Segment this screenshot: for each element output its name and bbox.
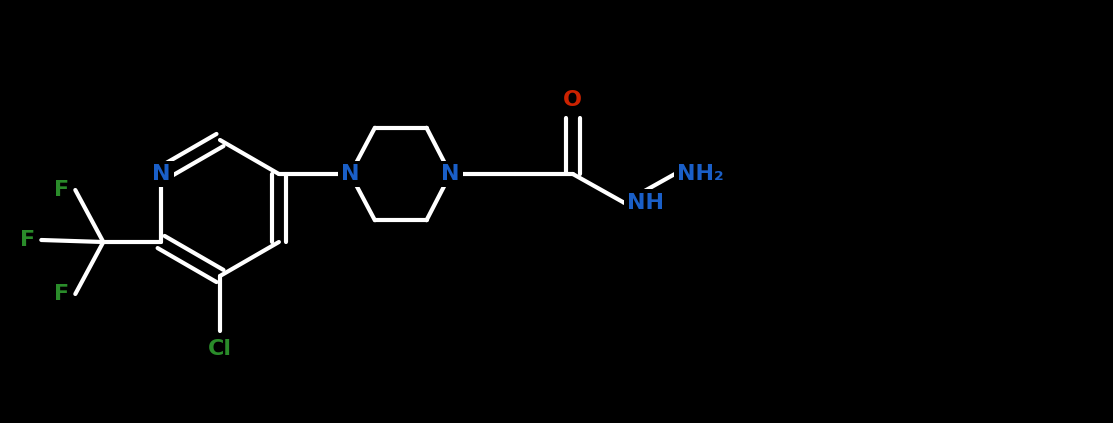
Text: F: F bbox=[20, 230, 35, 250]
Text: NH₂: NH₂ bbox=[678, 164, 725, 184]
Text: N: N bbox=[441, 164, 460, 184]
Text: F: F bbox=[53, 180, 69, 200]
Text: NH: NH bbox=[628, 192, 664, 213]
Text: N: N bbox=[341, 164, 359, 184]
Text: F: F bbox=[53, 284, 69, 304]
Text: N: N bbox=[151, 164, 170, 184]
Text: Cl: Cl bbox=[208, 339, 232, 359]
Text: O: O bbox=[563, 90, 582, 110]
